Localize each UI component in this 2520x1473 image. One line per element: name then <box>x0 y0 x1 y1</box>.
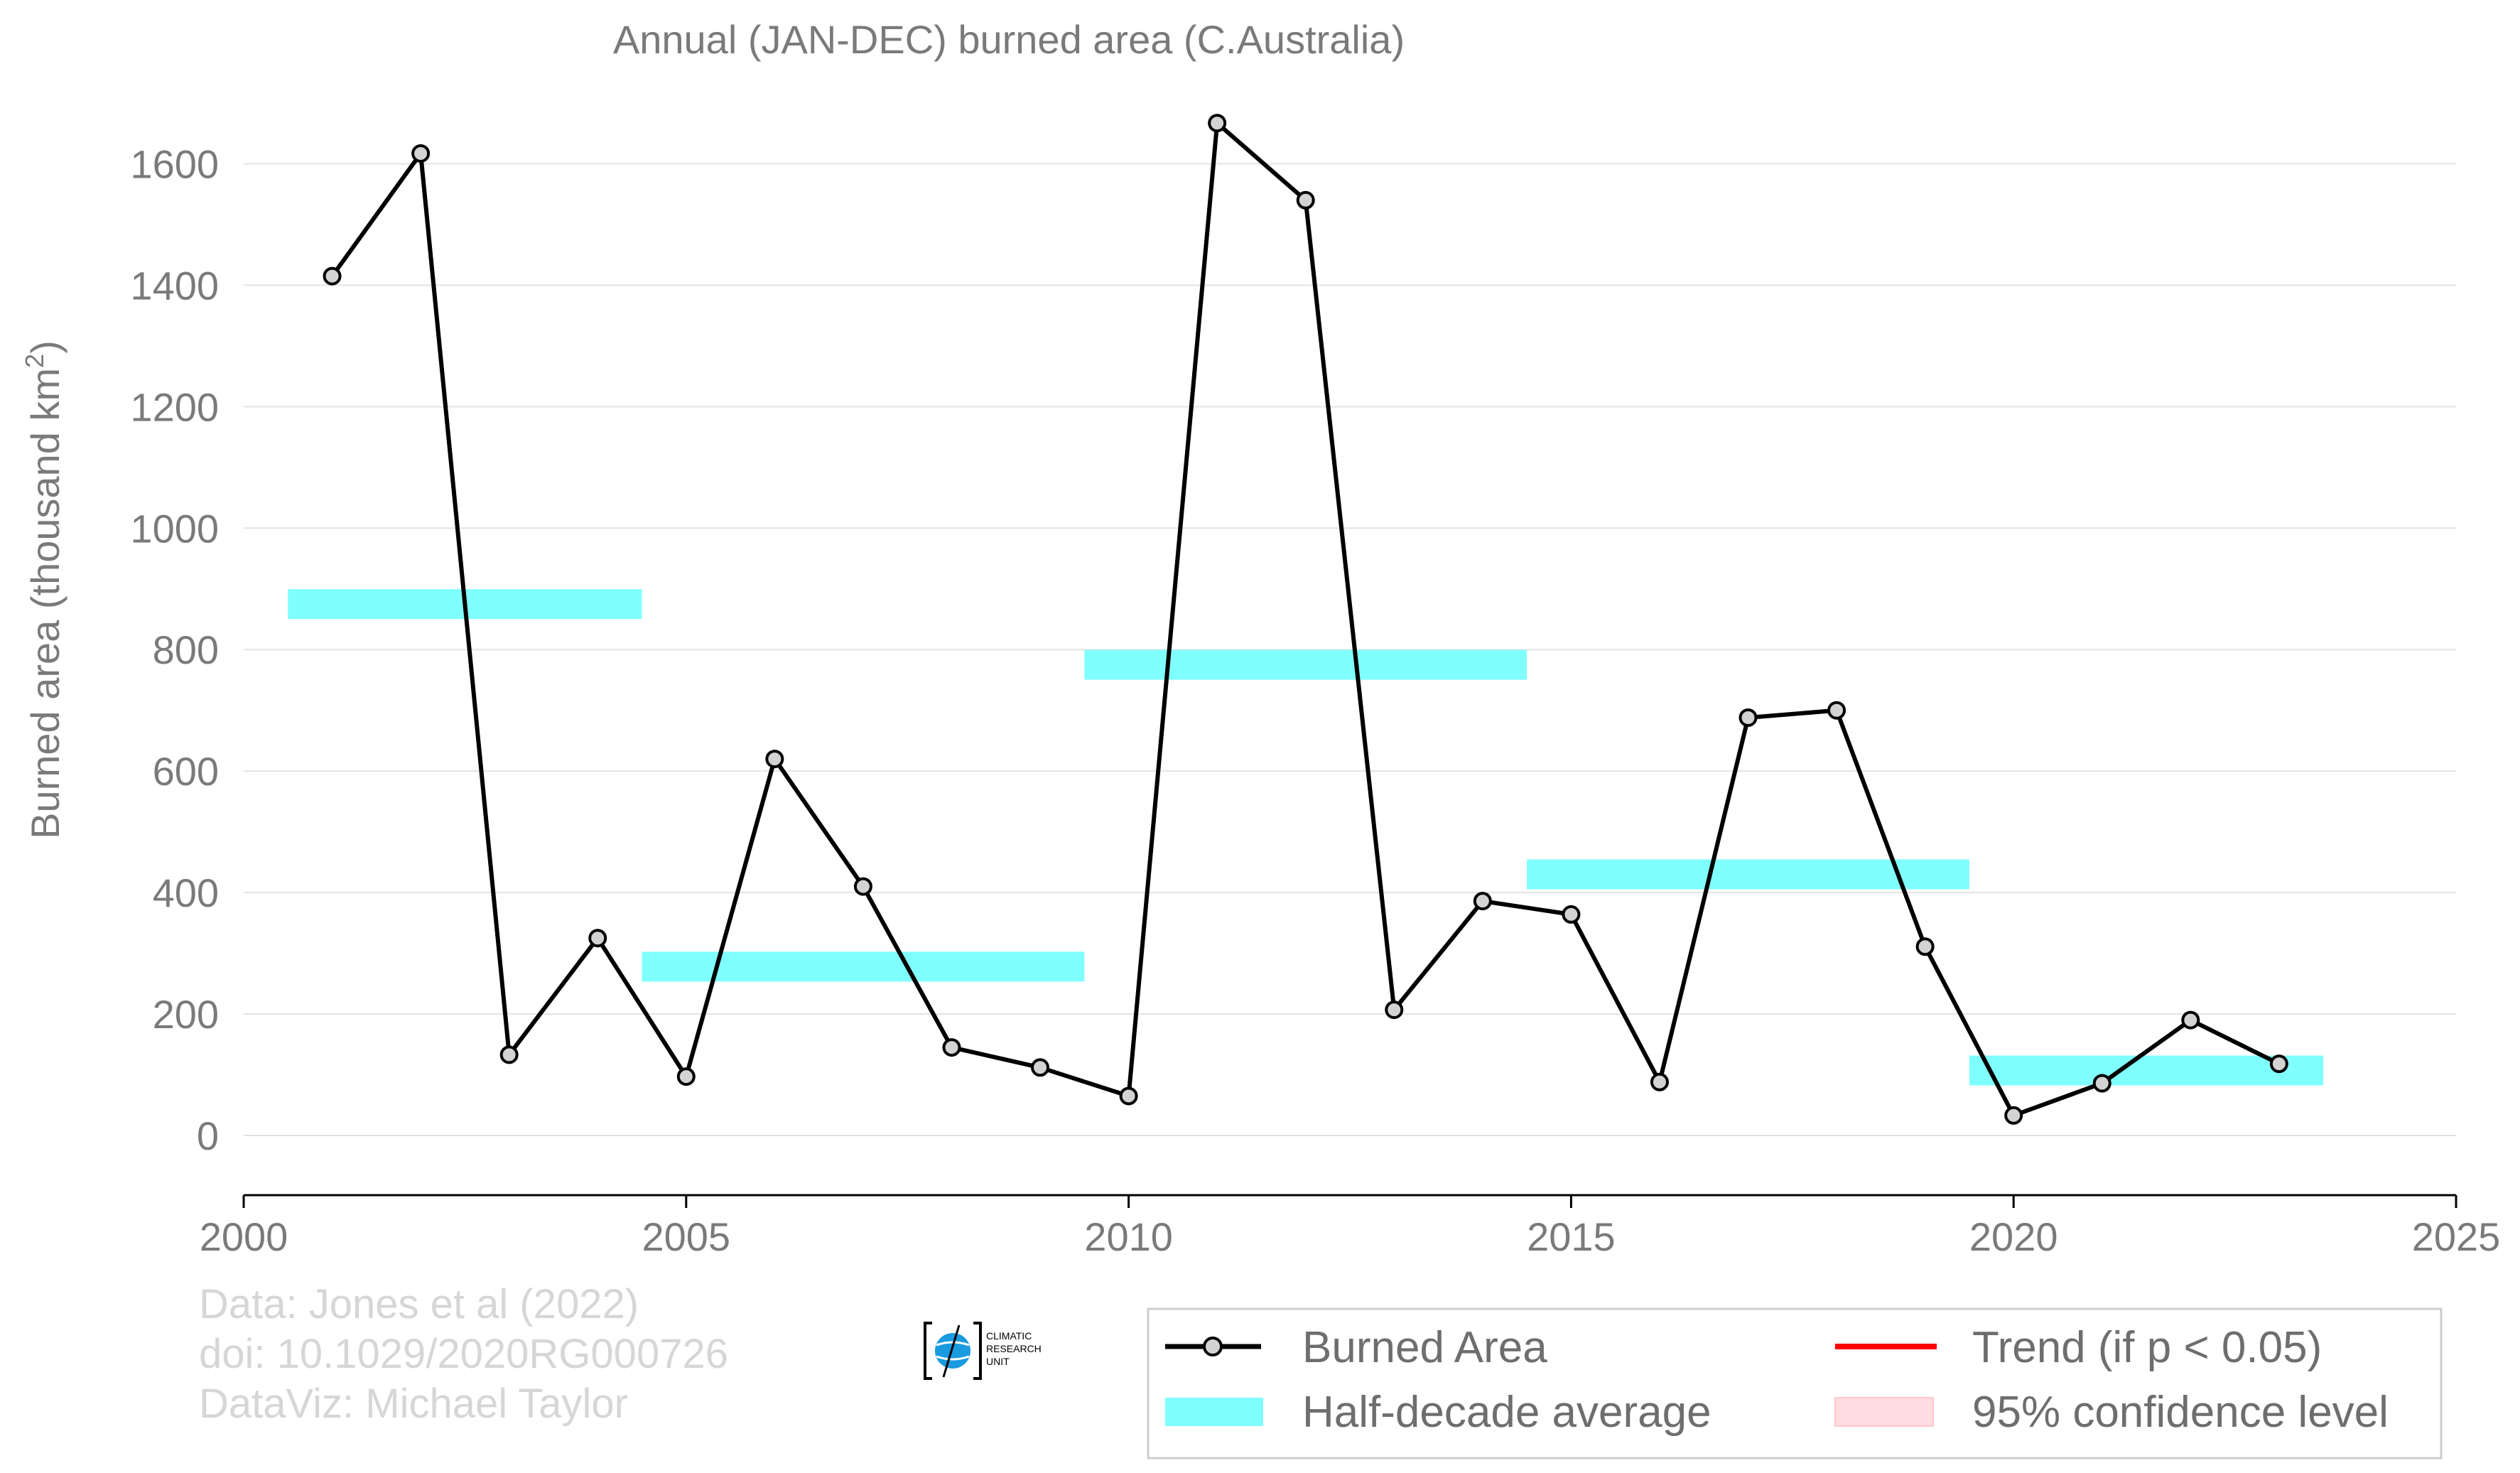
x-tick-label-2015: 2015 <box>1527 1214 1616 1259</box>
data-point-2002 <box>411 144 431 163</box>
data-point-2021 <box>2092 1074 2111 1093</box>
data-point-2008 <box>942 1038 961 1057</box>
legend-confidence-swatch <box>1834 1397 1934 1427</box>
y-tick-label-200: 200 <box>153 992 219 1037</box>
y-tick-label-1200: 1200 <box>130 384 219 429</box>
x-tick-label-2025: 2025 <box>2412 1214 2501 1259</box>
cru-logo: CLIMATIC RESEARCH UNIT <box>924 1322 1042 1380</box>
y-axis-label: Burned area (thousand km2) <box>20 340 67 839</box>
legend: Burned Area Trend (if p < 0.05) Half-dec… <box>1147 1307 2443 1459</box>
data-point-2015 <box>1562 905 1581 924</box>
half-decade-average-bar-3 <box>1084 649 1527 680</box>
credit-dataviz: DataViz: Michael Taylor <box>199 1381 628 1427</box>
half-decade-average-bars <box>288 589 2324 1086</box>
credits: Data: Jones et al (2022) doi: 10.1029/20… <box>199 1281 728 1427</box>
burned-area-markers <box>323 114 2288 1125</box>
data-point-2020 <box>2004 1106 2023 1125</box>
legend-burned-area-label: Burned Area <box>1302 1323 1547 1372</box>
data-point-2009 <box>1031 1058 1050 1077</box>
x-tick-label-2000: 2000 <box>200 1214 288 1259</box>
legend-half-decade-swatch <box>1165 1398 1263 1426</box>
data-point-2016 <box>1650 1072 1669 1091</box>
y-tick-labels: 0 200 400 600 800 1000 1200 1400 1600 <box>130 141 219 1158</box>
x-axis-ticks: 2000 2005 2010 2015 2020 2025 <box>200 1195 2501 1259</box>
y-tick-label-400: 400 <box>153 870 219 915</box>
data-point-2023 <box>2269 1054 2288 1074</box>
data-point-2022 <box>2181 1010 2200 1030</box>
legend-trend-label: Trend (if p < 0.05) <box>1972 1323 2322 1372</box>
y-tick-label-0: 0 <box>197 1113 219 1158</box>
y-tick-label-600: 600 <box>153 749 219 794</box>
credit-data-source: Data: Jones et al (2022) <box>199 1281 639 1327</box>
data-point-2012 <box>1296 190 1315 210</box>
y-axis-label-main: Burned area (thousand km <box>23 368 67 839</box>
gridlines <box>244 163 2456 1136</box>
data-point-2004 <box>588 929 607 948</box>
x-tick-label-2005: 2005 <box>642 1214 731 1259</box>
data-point-2014 <box>1473 892 1492 911</box>
y-tick-label-1000: 1000 <box>130 506 219 551</box>
credit-doi: doi: 10.1029/2020RG000726 <box>199 1331 728 1377</box>
logo-text-3: UNIT <box>986 1356 1010 1367</box>
data-point-2017 <box>1738 708 1758 727</box>
data-point-2006 <box>765 750 784 769</box>
data-point-2019 <box>1915 937 1935 956</box>
logo-globe-icon <box>935 1333 970 1369</box>
y-axis-label-end: ) <box>23 340 67 354</box>
data-point-2018 <box>1827 701 1846 720</box>
data-point-2007 <box>853 877 872 896</box>
x-tick-label-2020: 2020 <box>1969 1214 2058 1259</box>
logo-bracket-left <box>924 1322 932 1380</box>
logo-bracket-right <box>973 1322 982 1380</box>
legend-confidence-label: 95% confidence level <box>1972 1388 2389 1437</box>
half-decade-average-bar-5 <box>1969 1055 2324 1086</box>
data-point-2011 <box>1208 114 1227 133</box>
logo-globe-lines <box>936 1341 970 1361</box>
data-point-2010 <box>1119 1086 1138 1106</box>
legend-half-decade-label: Half-decade average <box>1302 1388 1711 1437</box>
legend-burned-area-marker <box>1203 1337 1223 1356</box>
y-axis-label-superscript: 2 <box>20 354 49 368</box>
burned-area-series <box>330 121 2281 1118</box>
data-point-2001 <box>323 266 342 286</box>
logo-text-1: CLIMATIC <box>986 1330 1032 1342</box>
series-line-0 <box>330 121 2281 1118</box>
y-tick-label-1400: 1400 <box>130 263 219 308</box>
x-tick-label-2010: 2010 <box>1084 1214 1173 1259</box>
data-point-2013 <box>1385 1000 1404 1020</box>
data-point-2003 <box>499 1045 519 1064</box>
logo-slash <box>942 1324 961 1378</box>
legend-box <box>1147 1307 2443 1459</box>
y-tick-label-800: 800 <box>153 627 219 672</box>
y-tick-label-1600: 1600 <box>130 141 219 186</box>
logo-text-2: RESEARCH <box>986 1343 1042 1354</box>
half-decade-average-bar-2 <box>642 951 1085 982</box>
chart-title: Annual (JAN-DEC) burned area (C.Australi… <box>613 17 1405 62</box>
data-point-2005 <box>676 1067 696 1086</box>
